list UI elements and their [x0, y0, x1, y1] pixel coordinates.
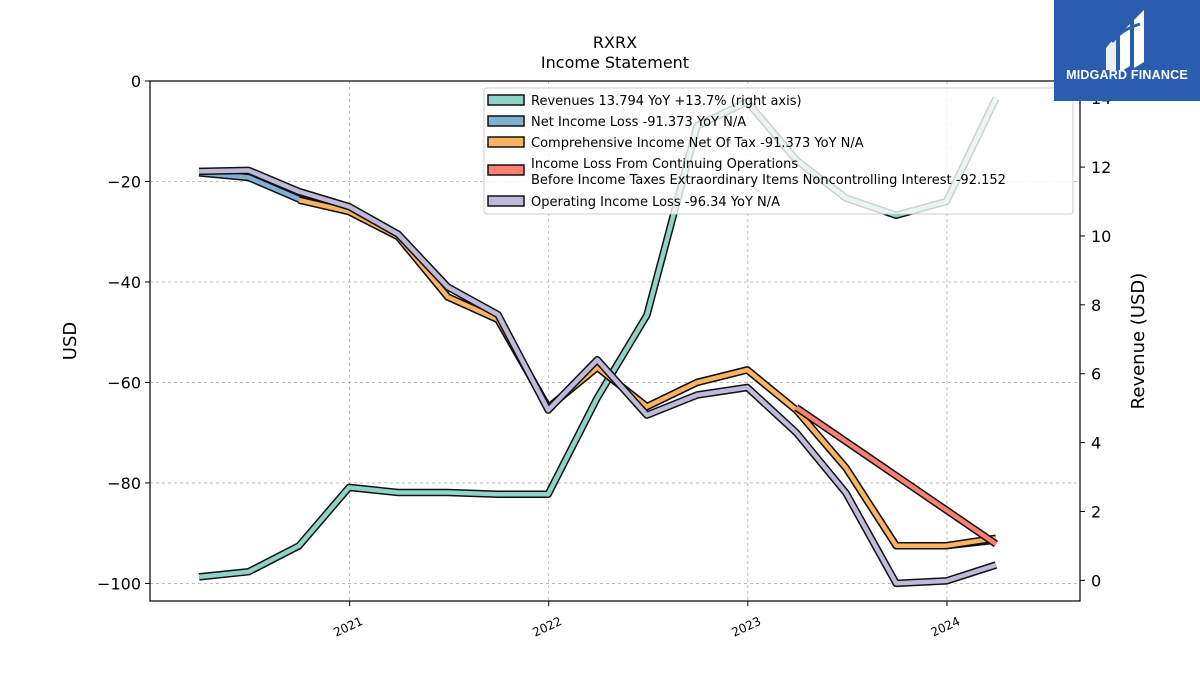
y2-axis-label: Revenue (USD) [1128, 273, 1149, 410]
y-axis-left: 0 −20 −40 −60 −80 −100 [97, 72, 150, 593]
chart-title: RXRX [593, 33, 637, 52]
plot-frame [149, 80, 1081, 602]
series-lines [198, 96, 1000, 588]
y-tick-label: −80 [107, 474, 141, 493]
legend-label: Before Income Taxes Extraordinary Items … [531, 173, 1006, 188]
y2-tick-label: 6 [1091, 365, 1101, 384]
y-axis-label: USD [60, 322, 81, 360]
legend-label: Comprehensive Income Net Of Tax -91.373 … [531, 136, 864, 151]
y-tick-label: −60 [107, 373, 141, 392]
y2-tick-label: 10 [1091, 227, 1111, 246]
legend-box [483, 87, 1074, 215]
y2-tick-label: 2 [1091, 502, 1101, 521]
legend-swatch [487, 164, 525, 176]
legend-label: Income Loss From Continuing Operations [531, 157, 798, 172]
x-axis: 2021 2022 2023 2024 [331, 601, 962, 640]
y-tick-label: −100 [97, 574, 141, 593]
logo-mark-icon [1106, 10, 1144, 70]
series-4 [199, 166, 998, 588]
midgard-finance-logo: MIDGARD FINANCE [1054, 0, 1200, 101]
legend-label: Revenues 13.794 YoY +13.7% (right axis) [531, 94, 802, 109]
chart-subtitle: Income Statement [541, 53, 689, 72]
x-tick-label: 2021 [331, 614, 365, 640]
legend-label: Operating Income Loss -96.34 YoY N/A [531, 195, 780, 210]
series-3 [794, 404, 999, 548]
y2-tick-label: 0 [1091, 571, 1101, 590]
legend-swatch [487, 195, 525, 207]
legend: Revenues 13.794 YoY +13.7% (right axis) N… [483, 87, 1074, 215]
x-tick-label: 2024 [929, 614, 963, 640]
legend-swatch [487, 136, 525, 148]
logo-text: MIDGARD FINANCE [1066, 68, 1188, 82]
legend-swatch [487, 94, 525, 106]
x-tick-label: 2022 [530, 614, 564, 640]
x-tick-label: 2023 [729, 614, 763, 640]
y-tick-label: −40 [107, 273, 141, 292]
legend-label: Net Income Loss -91.373 YoY N/A [531, 115, 746, 130]
series-line [199, 168, 997, 586]
y2-tick-label: 12 [1091, 158, 1111, 177]
y2-tick-label: 8 [1091, 296, 1101, 315]
y2-tick-label: 4 [1091, 434, 1101, 453]
y-tick-label: −20 [107, 172, 141, 191]
series-line [795, 405, 998, 546]
legend-swatch [487, 115, 525, 127]
y-axis-right: 02468101214 [1080, 89, 1111, 590]
y-tick-label: 0 [131, 72, 141, 91]
